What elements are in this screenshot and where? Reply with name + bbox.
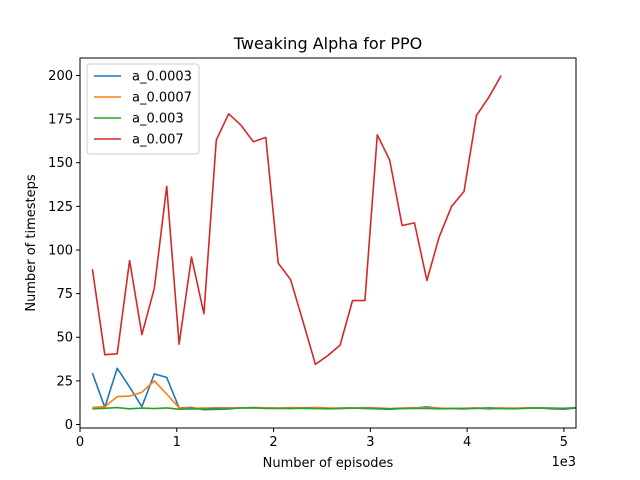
- legend-label-a_0.0007: a_0.0007: [132, 91, 192, 106]
- y-tick-label-8: 200: [48, 69, 73, 84]
- y-tick-label-3: 75: [56, 287, 73, 302]
- y-axis: 0 25 50 75 100 125 150 175 200: [48, 69, 80, 433]
- legend-label-a_0.0003: a_0.0003: [132, 70, 192, 85]
- series-line-a_0.0003: [91, 367, 576, 411]
- series-line-a_0.007: [91, 75, 502, 366]
- y-tick-label-6: 150: [48, 156, 73, 171]
- plot-frame: [79, 57, 577, 429]
- x-axis-multiplier: 1e3: [551, 455, 576, 470]
- legend-box: [86, 63, 200, 155]
- y-tick-label-0: 0: [65, 418, 73, 433]
- legend-label-a_0.003: a_0.003: [132, 112, 184, 127]
- series-line-a_0.003: [92, 406, 576, 411]
- x-tick-label-2: 2: [269, 435, 277, 450]
- x-axis-label: Number of episodes: [263, 456, 394, 471]
- y-tick-label-4: 100: [48, 243, 73, 258]
- x-axis: 0 1 2 3 4 5: [76, 428, 568, 450]
- series-line-a_0.0007: [92, 380, 576, 410]
- y-tick-label-7: 175: [48, 113, 73, 128]
- x-tick-label-3: 3: [366, 435, 374, 450]
- y-tick-label-2: 50: [56, 331, 73, 346]
- x-tick-label-5: 5: [560, 435, 568, 450]
- y-axis-label: Number of timesteps: [24, 174, 39, 312]
- chart-title: Tweaking Alpha for PPO: [233, 34, 423, 53]
- legend: a_0.0003 a_0.0007 a_0.003 a_0.007: [86, 63, 200, 155]
- plot-area: [91, 75, 576, 411]
- y-tick-label-5: 125: [48, 200, 73, 215]
- y-tick-label-1: 25: [56, 374, 73, 389]
- x-tick-label-1: 1: [173, 435, 181, 450]
- legend-label-a_0.007: a_0.007: [132, 133, 184, 148]
- x-tick-label-0: 0: [76, 435, 84, 450]
- x-tick-label-4: 4: [463, 435, 471, 450]
